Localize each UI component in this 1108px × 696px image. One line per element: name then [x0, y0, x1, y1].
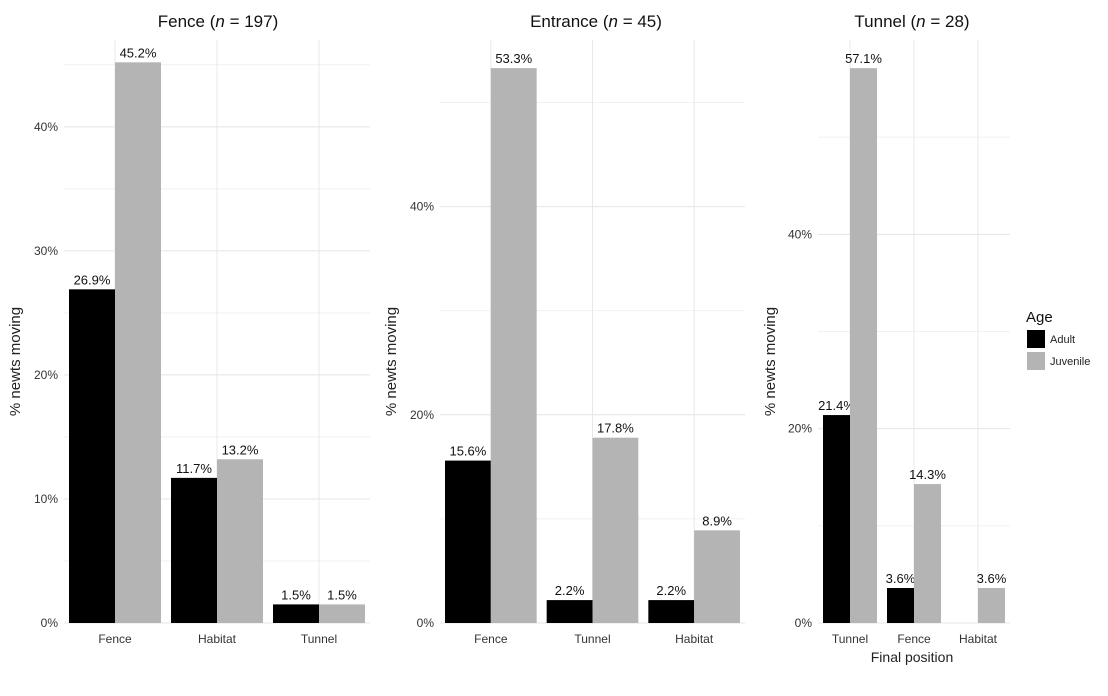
x-axis-label: Final position — [871, 649, 954, 665]
data-label: 2.2% — [656, 583, 686, 598]
panel-title-suffix: = 28) — [926, 12, 970, 31]
legend-label: Juvenile — [1050, 356, 1090, 368]
y-tick-label: 40% — [410, 200, 434, 214]
y-tick-label: 0% — [795, 616, 813, 630]
data-label: 15.6% — [449, 444, 486, 459]
data-label: 11.7% — [176, 461, 212, 476]
bar-juvenile — [694, 530, 740, 623]
data-label: 14.3% — [909, 467, 946, 482]
panel-title-prefix: Entrance ( — [530, 12, 609, 31]
bar-adult — [546, 600, 593, 623]
x-tick-label: Tunnel — [301, 632, 337, 646]
legend-swatch-juvenile — [1027, 352, 1045, 370]
x-tick-label: Habitat — [959, 632, 998, 646]
y-axis-label: % newts moving — [762, 307, 779, 416]
x-tick-label: Tunnel — [574, 632, 610, 646]
panel-title: Fence (n = 197) — [158, 12, 279, 31]
bar-juvenile — [490, 68, 537, 623]
bar-adult — [273, 604, 319, 623]
bar-adult — [171, 477, 217, 623]
y-axis-label: % newts moving — [383, 307, 400, 416]
y-tick-label: 0% — [417, 616, 435, 630]
panel-title: Tunnel (n = 28) — [854, 12, 969, 31]
data-label: 3.6% — [886, 571, 916, 586]
panel-title-n: n — [609, 12, 618, 31]
bar-adult — [823, 415, 850, 623]
legend: Age Adult Juvenile — [1026, 309, 1090, 370]
y-tick-label: 20% — [410, 408, 434, 422]
y-tick-label: 40% — [788, 227, 812, 241]
data-label: 1.5% — [327, 587, 357, 602]
y-tick-label: 10% — [34, 492, 58, 506]
data-label: 45.2% — [120, 45, 157, 60]
panel-title-suffix: = 45) — [618, 12, 662, 31]
x-tick-label: Fence — [98, 632, 132, 646]
legend-swatch-adult — [1027, 330, 1045, 348]
panel-title-n: n — [916, 12, 925, 31]
panel-title-suffix: = 197) — [225, 12, 278, 31]
y-axis-label: % newts moving — [7, 307, 24, 416]
data-label: 21.4% — [818, 398, 855, 413]
y-tick-label: 40% — [34, 120, 58, 134]
bar-adult — [648, 600, 695, 623]
y-tick-label: 20% — [34, 368, 58, 382]
panel-title-prefix: Tunnel ( — [854, 12, 916, 31]
data-label: 13.2% — [222, 442, 259, 457]
x-tick-label: Fence — [897, 632, 931, 646]
y-tick-label: 30% — [34, 244, 58, 258]
bar-juvenile — [592, 437, 639, 623]
data-label: 53.3% — [495, 51, 532, 66]
panel-title-prefix: Fence ( — [158, 12, 216, 31]
data-label: 17.8% — [597, 421, 634, 436]
bar-adult — [445, 460, 491, 623]
data-label: 2.2% — [555, 583, 585, 598]
panel-title-n: n — [215, 12, 224, 31]
bar-adult — [887, 588, 914, 623]
panel-1: 0% 10% 20% 30% 40% Fence Habitat Tunnel 26.9% 45.… — [7, 12, 370, 646]
bar-juvenile — [850, 68, 877, 623]
data-label: 57.1% — [845, 51, 882, 66]
data-label: 26.9% — [74, 272, 111, 287]
bar-juvenile — [319, 604, 365, 623]
y-tick-label: 20% — [788, 422, 812, 436]
panel-title: Entrance (n = 45) — [530, 12, 662, 31]
legend-title: Age — [1026, 309, 1053, 326]
data-label: 8.9% — [702, 513, 732, 528]
bar-adult — [69, 289, 115, 623]
panel-3: 0% 20% 40% Tunnel Fence Habitat 21.4% 57.1% 3.6%… — [762, 12, 1010, 646]
bar-juvenile — [217, 459, 263, 623]
data-label: 1.5% — [281, 587, 311, 602]
data-label: 3.6% — [977, 571, 1007, 586]
x-tick-label: Tunnel — [832, 632, 868, 646]
bar-juvenile — [978, 588, 1005, 623]
x-tick-label: Fence — [474, 632, 508, 646]
bar-juvenile — [914, 484, 941, 623]
legend-label: Adult — [1050, 334, 1075, 346]
bar-juvenile — [115, 62, 161, 624]
y-tick-label: 0% — [41, 616, 59, 630]
x-tick-label: Habitat — [198, 632, 237, 646]
panel-2: 0% 20% 40% Fence Tunnel Habitat 15.6% 53.3% 2.2%… — [383, 12, 745, 646]
x-tick-label: Habitat — [675, 632, 714, 646]
